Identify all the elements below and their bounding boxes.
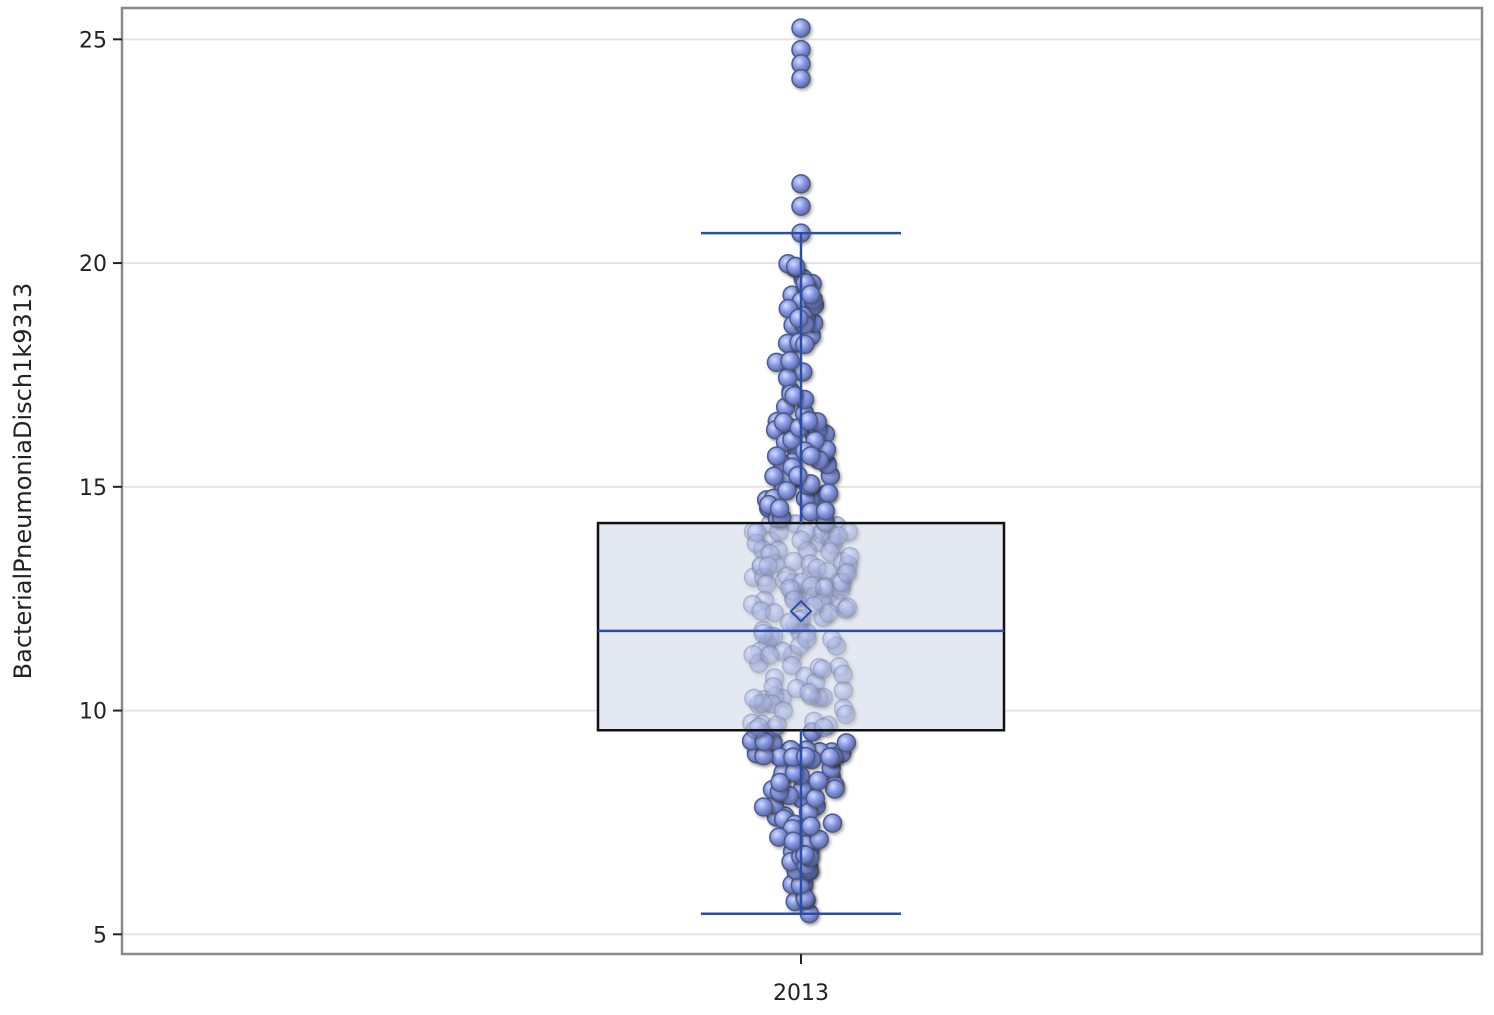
data-point [791,68,811,89]
data-point [812,659,833,679]
data-point [836,733,857,753]
data-point [781,655,802,676]
data-point [801,576,822,596]
y-tick-label: 10 [79,700,107,725]
data-point [798,411,819,431]
data-point [800,284,821,305]
mean-marker [789,599,813,623]
data-point [777,480,797,501]
data-point [770,772,790,793]
x-axis: 2013 [773,954,829,1006]
data-point [791,18,811,38]
data-point [764,466,784,487]
data-point [836,704,856,725]
data-point [801,446,821,466]
data-point [833,664,853,685]
data-point [800,816,821,836]
data-point [777,368,798,388]
data-point [828,525,848,546]
y-tick-label: 25 [79,28,107,53]
data-point [791,530,811,551]
data-point [788,465,808,486]
data-point [791,196,811,216]
data-point [753,623,773,644]
x-tick-label: 2013 [773,981,829,1006]
data-point [763,677,784,697]
data-point [766,446,787,466]
data-point [837,563,857,583]
data-point [789,308,809,329]
box-outline [596,521,1006,732]
data-point [784,386,804,406]
data-point [758,556,778,576]
data-point [795,334,815,355]
data-point [815,501,836,521]
data-point [799,682,819,703]
data-point [753,797,774,817]
data-point [749,717,769,738]
data-point [773,701,794,721]
y-tick-label: 5 [93,923,107,948]
data-point [805,788,826,809]
data-point [818,483,839,503]
data-point [780,351,800,371]
data-point [820,747,840,767]
data-point [837,597,858,618]
data-point [808,770,828,791]
data-point [751,601,771,621]
data-point [820,542,840,562]
data-point [825,779,845,799]
data-point [813,717,834,738]
data-point [807,558,827,578]
data-point [791,174,811,194]
data-point [795,746,816,767]
box-overlay [596,231,1006,915]
y-tick-label: 20 [79,252,107,277]
data-point [783,551,804,572]
data-point [822,813,843,833]
data-point [769,498,790,519]
y-tick-label: 15 [79,476,107,501]
y-axis-title: BacterialPneumoniaDisch1k9313 [9,283,37,680]
data-points [741,18,860,924]
y-axis: 5 10 15 20 25 [79,28,122,948]
data-point [783,831,804,851]
data-point [744,688,764,709]
data-point [743,645,763,665]
